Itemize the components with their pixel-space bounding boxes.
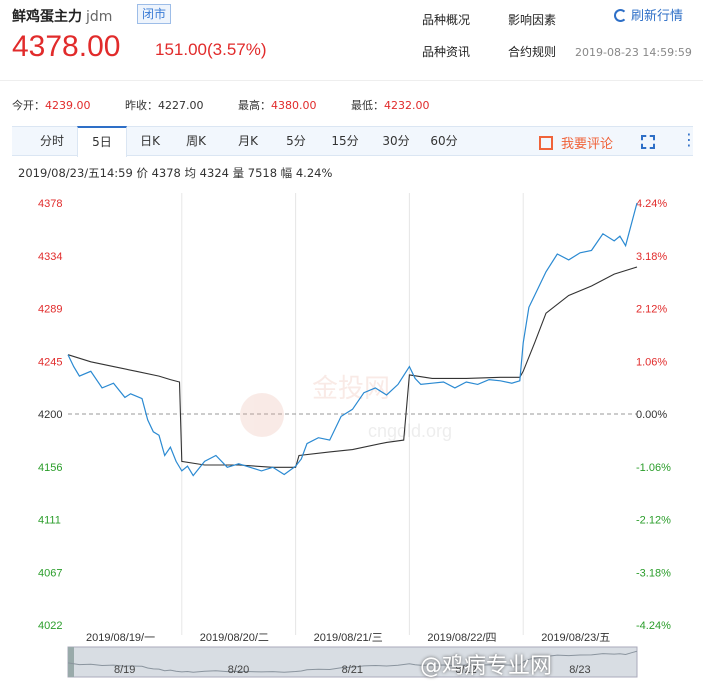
y-tick-label-right: -4.24%	[636, 620, 671, 632]
prev-value: 4227.00	[158, 99, 204, 112]
range-navigator[interactable]: 8/19 8/20 8/21 8/22 8/23	[67, 646, 638, 678]
quote-timestamp: 2019-08-23 14:59:59	[575, 46, 692, 59]
x-tick-label: 2019/08/22/四	[427, 632, 496, 644]
tab-intraday[interactable]: 分时	[39, 134, 64, 148]
x-tick-label: 2019/08/19/一	[86, 632, 155, 644]
last-price: 4378.00	[12, 30, 121, 63]
watermark: 金投网 cngold.org	[240, 373, 452, 441]
price-line	[67, 202, 638, 477]
tab-30min[interactable]: 30分	[382, 134, 410, 148]
low-value: 4232.00	[384, 99, 430, 112]
nav-link-factors[interactable]: 影响因素	[508, 13, 557, 27]
price-change: 151.00(3.57%)	[155, 40, 267, 59]
comment-button[interactable]: 我要评论	[539, 133, 613, 152]
crosshair-info: 2019/08/23/五14:59 价 4378 均 4324 量 7518 幅…	[18, 166, 333, 180]
quote-open: 今开：4239.00	[12, 97, 91, 113]
divider	[0, 80, 703, 81]
y-tick-label-left: 4156	[38, 462, 62, 474]
y-tick-label-left: 4245	[38, 356, 62, 368]
period-tabbar: 分时 5日 日K 周K 月K 5分 15分 30分 60分 我要评论 ⋮	[12, 126, 697, 157]
tab-daily-k[interactable]: 日K	[140, 134, 160, 148]
y-axis-left: 4378 4334 4289 4245 4200 4156 4111 4067 4022	[38, 198, 62, 632]
y-tick-label-left: 4200	[38, 409, 62, 421]
y-tick-label-right: -1.06%	[636, 462, 671, 474]
navigator-label: 8/22	[455, 664, 476, 676]
quote-low: 最低：4232.00	[351, 97, 430, 113]
comment-label: 我要评论	[561, 137, 614, 152]
edit-icon	[539, 136, 553, 150]
y-tick-label-right: -2.12%	[636, 515, 671, 527]
y-tick-label-right: 2.12%	[636, 304, 667, 316]
low-label: 最低：	[351, 99, 384, 112]
open-value: 4239.00	[45, 99, 91, 112]
x-tick-label: 2019/08/20/二	[200, 632, 269, 644]
tab-60min[interactable]: 60分	[430, 134, 458, 148]
y-tick-label-left: 4334	[38, 251, 62, 263]
y-tick-label-left: 4067	[38, 567, 62, 579]
refresh-label: 刷新行情	[631, 9, 684, 24]
y-axis-right: 4.24% 3.18% 2.12% 1.06% 0.00% -1.06% -2.12% -3.…	[636, 198, 671, 632]
x-axis: 2019/08/19/一 2019/08/20/二 2019/08/21/三 2019…	[86, 632, 610, 644]
instrument-code: jdm	[86, 9, 113, 25]
nav-link-overview[interactable]: 品种概况	[422, 13, 471, 27]
y-tick-label-left: 4022	[38, 620, 62, 632]
y-tick-label-left: 4289	[38, 304, 62, 316]
fullscreen-icon[interactable]	[641, 135, 655, 149]
y-tick-label-right: -3.18%	[636, 567, 671, 579]
y-tick-label-right: 0.00%	[636, 409, 667, 421]
tab-5min[interactable]: 5分	[286, 134, 306, 148]
open-label: 今开：	[12, 99, 45, 112]
quote-high: 最高：4380.00	[238, 97, 317, 113]
tab-15min[interactable]: 15分	[331, 134, 359, 148]
nav-link-news[interactable]: 品种资讯	[422, 45, 471, 59]
tab-weekly-k[interactable]: 周K	[186, 134, 206, 148]
x-tick-label: 2019/08/23/五	[541, 632, 610, 644]
y-tick-label-left: 4378	[38, 198, 62, 210]
y-tick-label-right: 4.24%	[636, 198, 667, 210]
nav-link-rules[interactable]: 合约规则	[508, 45, 557, 59]
y-tick-label-right: 3.18%	[636, 251, 667, 263]
tab-5day[interactable]: 5日	[77, 126, 127, 157]
watermark-logo	[240, 393, 284, 437]
footer-watermark: @鸡病专业网	[420, 654, 553, 679]
watermark-site: cngold.org	[368, 421, 452, 441]
x-tick-label: 2019/08/21/三	[314, 632, 383, 644]
y-tick-label-right: 1.06%	[636, 356, 667, 368]
average-price-line	[67, 266, 638, 468]
refresh-button[interactable]: 刷新行情	[614, 5, 683, 24]
high-value: 4380.00	[271, 99, 317, 112]
quote-prev: 昨收：4227.00	[125, 97, 204, 113]
instrument-name-text: 鲜鸡蛋主力	[12, 9, 82, 25]
navigator-label: 8/20	[228, 664, 249, 676]
status-badge: 闭市	[137, 4, 172, 24]
refresh-icon	[614, 9, 627, 22]
y-tick-label-left: 4111	[38, 515, 61, 527]
high-label: 最高：	[238, 99, 271, 112]
navigator-label: 8/23	[569, 664, 590, 676]
navigator-handle-left	[68, 647, 74, 677]
price-chart[interactable]: 金投网 cngold.org 4378433442894245420041564…	[0, 185, 703, 682]
tab-monthly-k[interactable]: 月K	[238, 134, 258, 148]
navigator-sparkline	[67, 650, 638, 673]
chart-grid	[68, 193, 637, 635]
navigator-label: 8/19	[114, 664, 135, 676]
more-menu-icon[interactable]: ⋮	[681, 130, 697, 149]
navigator-label: 8/21	[342, 664, 363, 676]
instrument-name: 鲜鸡蛋主力 jdm	[12, 6, 112, 26]
prev-label: 昨收：	[125, 99, 158, 112]
watermark-brand: 金投网	[312, 373, 390, 403]
